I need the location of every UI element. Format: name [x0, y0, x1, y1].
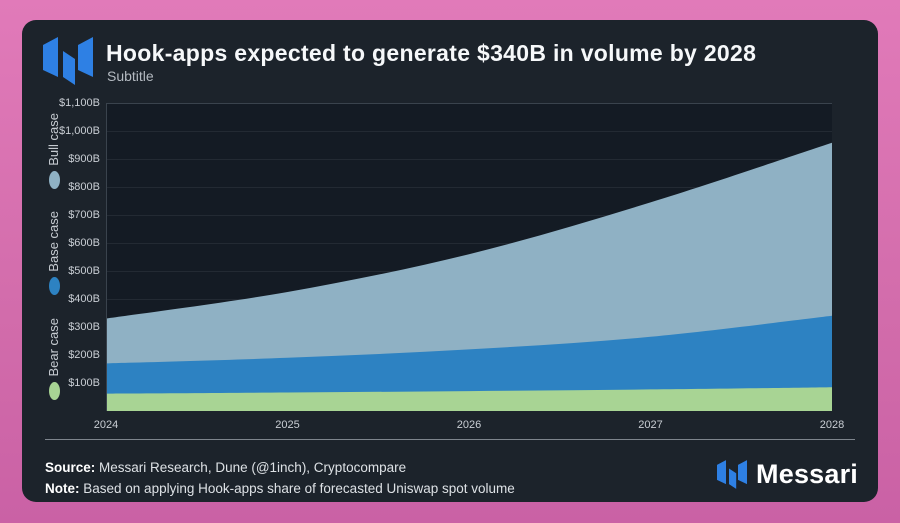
note-label: Note:: [45, 481, 80, 496]
x-tick-label: 2028: [819, 419, 845, 431]
y-tick-label: $600B: [68, 237, 100, 249]
brand-wordmark: Messari: [717, 457, 858, 491]
y-tick-label: $800B: [68, 181, 100, 193]
chart-canvas: [106, 103, 832, 411]
y-tick-label: $900B: [68, 153, 100, 165]
area-base-case: [106, 315, 832, 411]
note-line: Note: Based on applying Hook-apps share …: [45, 481, 515, 497]
chart-subtitle: Subtitle: [107, 68, 154, 84]
y-tick-label: $200B: [68, 349, 100, 361]
messari-logo-icon: [717, 459, 748, 489]
note-text: Based on applying Hook-apps share of for…: [83, 481, 515, 496]
y-tick-label: $400B: [68, 293, 100, 305]
legend-item-bull-case: Bull case: [45, 113, 63, 189]
legend-item-bear-case: Bear case: [45, 318, 63, 400]
brand-name: Messari: [756, 458, 858, 489]
x-tick-label: 2024: [93, 419, 119, 431]
legend-swatch-base-case: [48, 276, 60, 295]
y-tick-label: $300B: [68, 321, 100, 333]
source-text: Messari Research, Dune (@1inch), Cryptoc…: [99, 460, 407, 475]
legend-swatch-bull-case: [48, 170, 60, 189]
x-tick-label: 2026: [456, 419, 482, 431]
x-tick-label: 2025: [275, 419, 300, 431]
chart-title: Hook-apps expected to generate $340B in …: [106, 40, 757, 66]
y-tick-label: $700B: [68, 209, 100, 221]
messari-logo-icon: [43, 37, 93, 85]
x-tick-label: 2027: [638, 419, 663, 431]
chart-card: Hook-apps expected to generate $340B in …: [22, 20, 878, 502]
chart-plot-area: [106, 103, 832, 411]
y-tick-label: $1,000B: [59, 125, 100, 137]
area-bear-case: [106, 387, 832, 411]
y-tick-label: $1,100B: [59, 97, 100, 109]
legend-item-base-case: Base case: [45, 211, 63, 295]
source-label: Source:: [45, 460, 96, 475]
y-tick-label: $100B: [68, 377, 100, 389]
footer-divider: [45, 439, 855, 440]
source-line: Source: Messari Research, Dune (@1inch),…: [45, 460, 406, 476]
y-tick-label: $500B: [68, 265, 100, 277]
legend-swatch-bear-case: [48, 381, 60, 400]
